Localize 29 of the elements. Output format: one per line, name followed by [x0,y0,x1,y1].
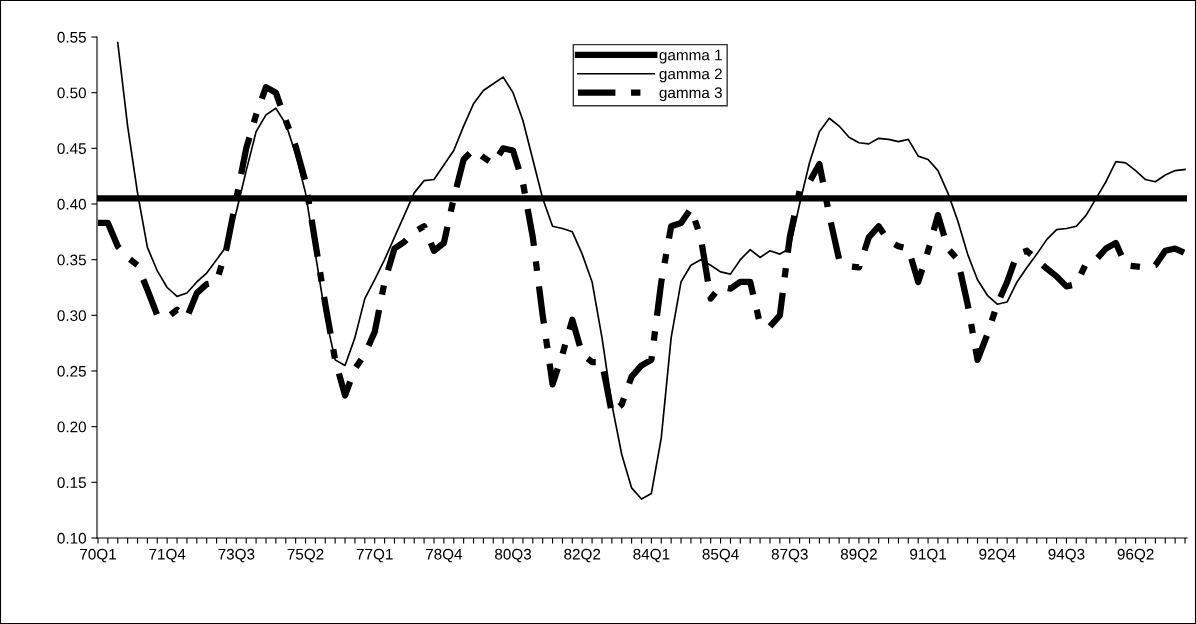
x-tick-label: 85Q4 [702,548,739,563]
legend-label: gamma 2 [659,68,722,83]
y-tick-label: 0.15 [57,477,86,489]
x-tick-label: 96Q2 [1117,548,1154,563]
x-tick-label: 89Q2 [840,548,877,563]
x-tick-label: 78Q4 [425,548,463,563]
x-tick-label: 77Q1 [356,548,393,563]
legend-label: gamma 1 [659,49,722,64]
legend-label: gamma 3 [659,87,722,102]
y-tick-label: 0.40 [57,198,86,210]
x-tick-label: 92Q4 [979,548,1016,563]
x-tick-label: 87Q3 [771,548,808,563]
x-tick-label: 82Q2 [564,548,601,563]
x-tick-label: 91Q1 [910,548,947,563]
y-tick-label: 0.50 [57,87,86,99]
y-tick-label: 0.20 [57,421,86,433]
y-tick-label: 0.30 [57,310,86,322]
x-tick-label: 71Q4 [149,548,186,563]
y-tick-label: 0.25 [57,365,86,377]
x-tick-label: 94Q3 [1048,548,1085,563]
x-tick-label: 80Q3 [495,548,532,563]
y-tick-label: 0.35 [57,254,86,266]
x-tick-label: 70Q1 [80,548,116,563]
y-tick-label: 0.45 [57,143,86,155]
y-tick-label: 0.10 [57,532,86,544]
x-tick-label: 73Q3 [218,548,255,563]
x-tick-label: 75Q2 [287,548,324,563]
y-tick-label: 0.55 [57,31,86,43]
x-tick-label: 84Q1 [633,548,670,563]
